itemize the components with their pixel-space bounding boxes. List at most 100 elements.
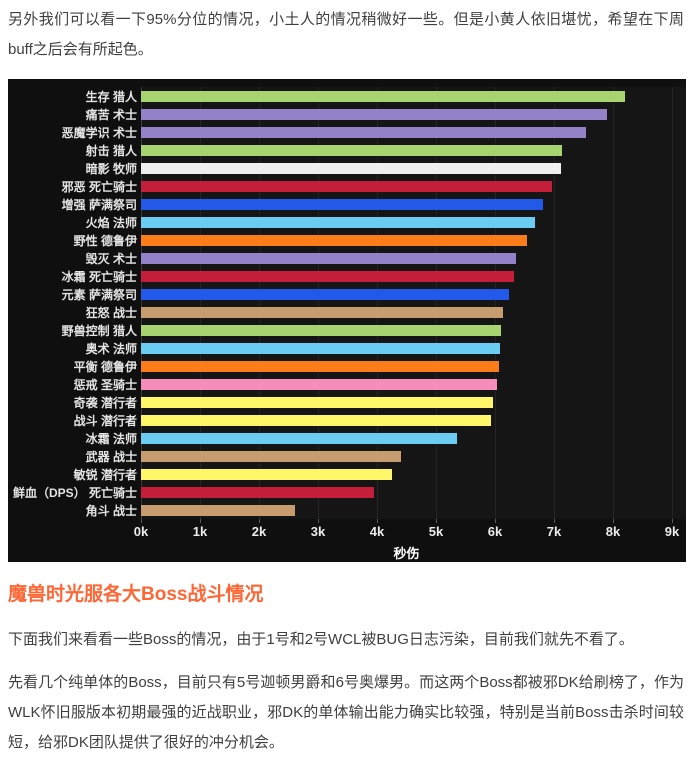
dps-bar xyxy=(141,504,295,516)
bar-track xyxy=(141,486,672,498)
dps-bar xyxy=(141,486,375,498)
class-label: 冰霜 死亡骑士 xyxy=(61,269,137,284)
bar-track xyxy=(141,90,672,102)
class-label: 暗影 牧师 xyxy=(85,161,137,176)
chart-row: 奥术 法师 xyxy=(8,339,686,357)
bar-track xyxy=(141,216,672,228)
class-label: 痛苦 术士 xyxy=(85,107,137,122)
gridline xyxy=(200,87,201,523)
x-tick-label: 0k xyxy=(133,524,149,539)
class-label: 射击 猎人 xyxy=(85,143,137,158)
bar-track xyxy=(141,180,672,192)
bar-track xyxy=(141,234,672,246)
bar-track xyxy=(141,504,672,516)
dps-bar xyxy=(141,162,562,174)
class-label: 毁灭 术士 xyxy=(85,251,137,266)
dps-chart: 生存 猎人痛苦 术士 恶魔学识 术士射击 猎人暗影 牧师邪恶 死亡骑士 增强 萨满祭… xyxy=(8,79,686,562)
x-tick-label: 5k xyxy=(428,524,444,539)
gridline xyxy=(554,87,555,523)
chart-row: 冰霜 死亡骑士 xyxy=(8,267,686,285)
bar-track xyxy=(141,270,672,282)
chart-row: 敏锐 潜行者 xyxy=(8,465,686,483)
bar-track xyxy=(141,414,672,426)
chart-row: 冰霜 法师 xyxy=(8,429,686,447)
bar-track xyxy=(141,468,672,480)
bar-track xyxy=(141,324,672,336)
chart-row: 角斗 战士 xyxy=(8,501,686,519)
chart-row: 野性 德鲁伊 xyxy=(8,231,686,249)
chart-row: 射击 猎人 xyxy=(8,141,686,159)
chart-row: 痛苦 术士 xyxy=(8,105,686,123)
dps-bar xyxy=(141,270,515,282)
chart-row: 生存 猎人 xyxy=(8,87,686,105)
boss-paragraph-2: 先看几个纯单体的Boss，目前只有5号迦顿男爵和6号奥爆男。而这两个Boss都被… xyxy=(8,674,684,751)
dps-bar xyxy=(141,432,458,444)
x-tick-mark xyxy=(259,519,260,523)
class-label: 邪恶 死亡骑士 xyxy=(61,179,137,194)
gridline xyxy=(672,87,673,523)
class-label: 奇袭 潜行者 xyxy=(73,395,137,410)
gridline xyxy=(436,87,437,523)
x-tick-label: 1k xyxy=(192,524,208,539)
x-tick-mark xyxy=(672,519,673,523)
dps-bar xyxy=(141,360,500,372)
dps-bar xyxy=(141,252,517,264)
chart-row: 战斗 潜行者 xyxy=(8,411,686,429)
chart-row: 奇袭 潜行者 xyxy=(8,393,686,411)
gridline xyxy=(495,87,496,523)
x-tick-label: 2k xyxy=(251,524,267,539)
x-tick-label: 7k xyxy=(546,524,562,539)
x-tick-mark xyxy=(554,519,555,523)
dps-bar xyxy=(141,324,501,336)
bar-track xyxy=(141,198,672,210)
class-label: 增强 萨满祭司 xyxy=(61,197,137,212)
class-label: 鲜血（DPS） 死亡骑士 xyxy=(12,485,137,500)
dps-bar xyxy=(141,234,528,246)
bar-track xyxy=(141,126,672,138)
bar-track xyxy=(141,378,672,390)
gridline xyxy=(259,87,260,523)
x-tick-label: 8k xyxy=(605,524,621,539)
dps-bar xyxy=(141,342,501,354)
dps-bar xyxy=(141,450,401,462)
chart-row: 武器 战士 xyxy=(8,447,686,465)
gridline xyxy=(613,87,614,523)
class-label: 生存 猎人 xyxy=(85,89,137,104)
boss-paragraph-1: 下面我们来看看一些Boss的情况，由于1号和2号WCL被BUG日志污染，目前我们… xyxy=(8,631,634,648)
bar-track xyxy=(141,306,672,318)
class-label: 元素 萨满祭司 xyxy=(61,287,137,302)
chart-row: 平衡 德鲁伊 xyxy=(8,357,686,375)
dps-bar xyxy=(141,288,510,300)
article: 另外我们可以看一下95%分位的情况，小土人的情况稍微好一些。但是小黄人依旧堪忧，… xyxy=(0,5,692,758)
dps-bar xyxy=(141,180,552,192)
chart-row: 野兽控制 猎人 xyxy=(8,321,686,339)
dps-bar xyxy=(141,414,491,426)
gridline xyxy=(377,87,378,523)
dps-bar xyxy=(141,306,503,318)
bar-track xyxy=(141,144,672,156)
class-label: 火焰 法师 xyxy=(85,215,137,230)
chart-row: 火焰 法师 xyxy=(8,213,686,231)
dps-bar xyxy=(141,396,494,408)
x-tick-mark xyxy=(436,519,437,523)
class-label: 冰霜 法师 xyxy=(85,431,137,446)
chart-row: 恶魔学识 术士 xyxy=(8,123,686,141)
x-tick-label: 9k xyxy=(664,524,680,539)
chart-row: 鲜血（DPS） 死亡骑士 xyxy=(8,483,686,501)
x-axis: 0k 1k 2k 3k 4k 5k 6k 7k 8k 9k xyxy=(134,519,679,545)
class-label: 敏锐 潜行者 xyxy=(73,467,137,482)
bar-track xyxy=(141,252,672,264)
class-label: 角斗 战士 xyxy=(85,503,137,518)
y-axis-line xyxy=(141,87,142,523)
class-label: 武器 战士 xyxy=(85,449,137,464)
class-label: 狂怒 战士 xyxy=(85,305,137,320)
dps-bar xyxy=(141,144,563,156)
class-label: 惩戒 圣骑士 xyxy=(73,377,137,392)
chart-rows: 生存 猎人痛苦 术士 恶魔学识 术士射击 猎人暗影 牧师邪恶 死亡骑士 增强 萨满祭… xyxy=(8,87,686,519)
section-heading: 魔兽时光服各大Boss战斗情况 xyxy=(8,584,264,605)
x-tick-label: 4k xyxy=(369,524,385,539)
x-tick-mark xyxy=(318,519,319,523)
bar-track xyxy=(141,450,672,462)
x-tick-label: 6k xyxy=(487,524,503,539)
chart-row: 惩戒 圣骑士 xyxy=(8,375,686,393)
